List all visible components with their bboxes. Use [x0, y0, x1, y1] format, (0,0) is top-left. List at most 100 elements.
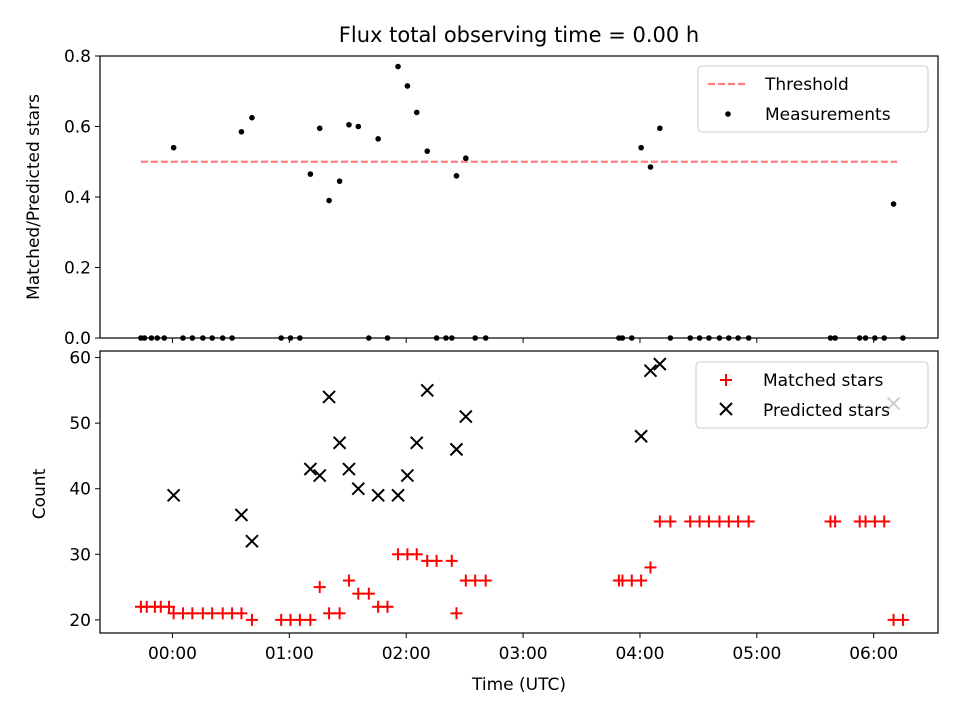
matched-star-point: [162, 600, 175, 613]
count-y-tick-label: 20: [69, 611, 91, 631]
matched-star-point: [653, 515, 666, 528]
ratio-y-tick-label: 0.0: [64, 329, 91, 349]
predicted-star-point: [653, 357, 667, 371]
count-y-ticks: 20 30 40 50 60: [69, 349, 100, 631]
matched-star-point: [635, 574, 648, 587]
measurement-point: [316, 125, 323, 132]
ratio-x-ticks: [171, 338, 875, 343]
predicted-star-point: [313, 468, 327, 483]
predicted-star-point: [643, 363, 658, 378]
legend-predicted-label: Predicted stars: [763, 401, 890, 421]
matched-star-point: [313, 581, 326, 594]
predicted-star-point: [371, 488, 385, 502]
count-x-tick-label: 04:00: [615, 644, 664, 664]
predicted-star-point: [410, 436, 424, 450]
count-x-tick-label: 03:00: [499, 644, 548, 664]
predicted-star-point: [303, 462, 318, 476]
legend-measurements-label: Measurements: [765, 105, 891, 125]
matched-star-point: [732, 515, 745, 528]
count-y-tick-label: 60: [69, 349, 91, 369]
measurement-point: [249, 114, 255, 121]
predicted-star-point: [449, 442, 464, 457]
matched-star-point: [186, 607, 199, 620]
matched-star-point: [362, 587, 375, 600]
count-x-tick-label: 06:00: [849, 644, 898, 664]
matched-star-point: [323, 607, 336, 620]
measurement-point: [307, 171, 314, 177]
matched-star-point: [352, 587, 365, 600]
predicted-star-point: [634, 429, 648, 443]
measurement-point: [453, 173, 460, 179]
count-y-axis-label: Count: [30, 468, 50, 519]
matched-star-point: [304, 613, 317, 626]
legend-matched-label: Matched stars: [763, 371, 883, 391]
legend-predicted-marker: [719, 402, 733, 416]
measurement-point: [395, 63, 401, 70]
measurement-point: [463, 155, 469, 162]
matched-star-point: [206, 607, 219, 620]
count-x-tick-label: 01:00: [265, 644, 314, 664]
predicted-star-point: [391, 488, 405, 502]
matched-star-point: [469, 574, 482, 587]
ratio-y-axis-label: Matched/Predicted stars: [24, 94, 44, 300]
count-legend: Matched stars Predicted stars: [695, 361, 929, 429]
measurement-point: [346, 121, 352, 128]
measurement-point: [170, 144, 177, 151]
count-x-tick-label: 05:00: [732, 644, 781, 664]
matched-star-point: [245, 613, 258, 626]
matched-star-point: [410, 548, 423, 561]
matched-star-point: [702, 515, 715, 528]
predicted-star-point: [234, 508, 249, 522]
matched-star-point: [293, 613, 306, 626]
measurement-point: [326, 197, 332, 204]
ratio-y-tick-label: 0.2: [64, 259, 91, 279]
predicted-star-point: [332, 436, 347, 450]
measurement-point: [355, 123, 362, 130]
measurement-point: [404, 83, 411, 89]
measurement-point: [413, 109, 420, 116]
ratio-y-tick-label: 0.4: [64, 188, 91, 208]
measurement-point: [638, 144, 644, 151]
ratio-y-tick-label: 0.8: [64, 47, 91, 67]
ratio-plot-area: [138, 63, 906, 341]
matched-star-point: [430, 554, 443, 567]
measurement-point: [890, 201, 897, 207]
count-x-tick-label: 00:00: [148, 644, 197, 664]
legend-matched-marker: [720, 374, 732, 386]
legend-measurements-marker: [725, 111, 731, 117]
matched-star-point: [235, 607, 248, 620]
predicted-star-point: [459, 409, 473, 424]
matched-star-point: [644, 561, 657, 574]
count-plot-area: [134, 357, 909, 626]
measurement-point: [336, 178, 343, 184]
legend-threshold-label: Threshold: [764, 75, 849, 95]
chart-title: Flux total observing time = 0.00 h: [339, 23, 699, 47]
measurement-point: [375, 136, 381, 142]
matched-star-point: [450, 607, 463, 620]
measurement-point: [238, 128, 245, 135]
ratio-y-tick-label: 0.6: [64, 118, 91, 138]
matched-star-point: [479, 574, 492, 587]
count-y-tick-label: 50: [69, 414, 91, 434]
ratio-legend: Threshold Measurements: [697, 65, 929, 133]
count-axes-frame: [99, 350, 939, 634]
count-x-ticks: 00:00 01:00 02:00 03:00 04:00 05:00 06:00: [148, 633, 898, 664]
matched-star-point: [381, 600, 394, 613]
predicted-star-point: [245, 534, 259, 548]
matched-star-point: [742, 515, 755, 528]
matched-star-point: [445, 554, 458, 567]
measurement-point: [657, 125, 663, 132]
x-axis-label: Time (UTC): [471, 675, 566, 695]
count-y-tick-label: 40: [69, 480, 91, 500]
matched-star-point: [829, 515, 842, 528]
count-x-tick-label: 02:00: [382, 644, 431, 664]
count-y-tick-label: 30: [69, 545, 91, 565]
predicted-star-point: [400, 468, 415, 483]
predicted-star-point: [342, 462, 356, 476]
predicted-star-point: [420, 383, 434, 398]
predicted-star-point: [322, 390, 336, 404]
matched-star-point: [896, 613, 909, 626]
predicted-star-point: [166, 488, 181, 502]
matched-star-point: [342, 574, 355, 587]
